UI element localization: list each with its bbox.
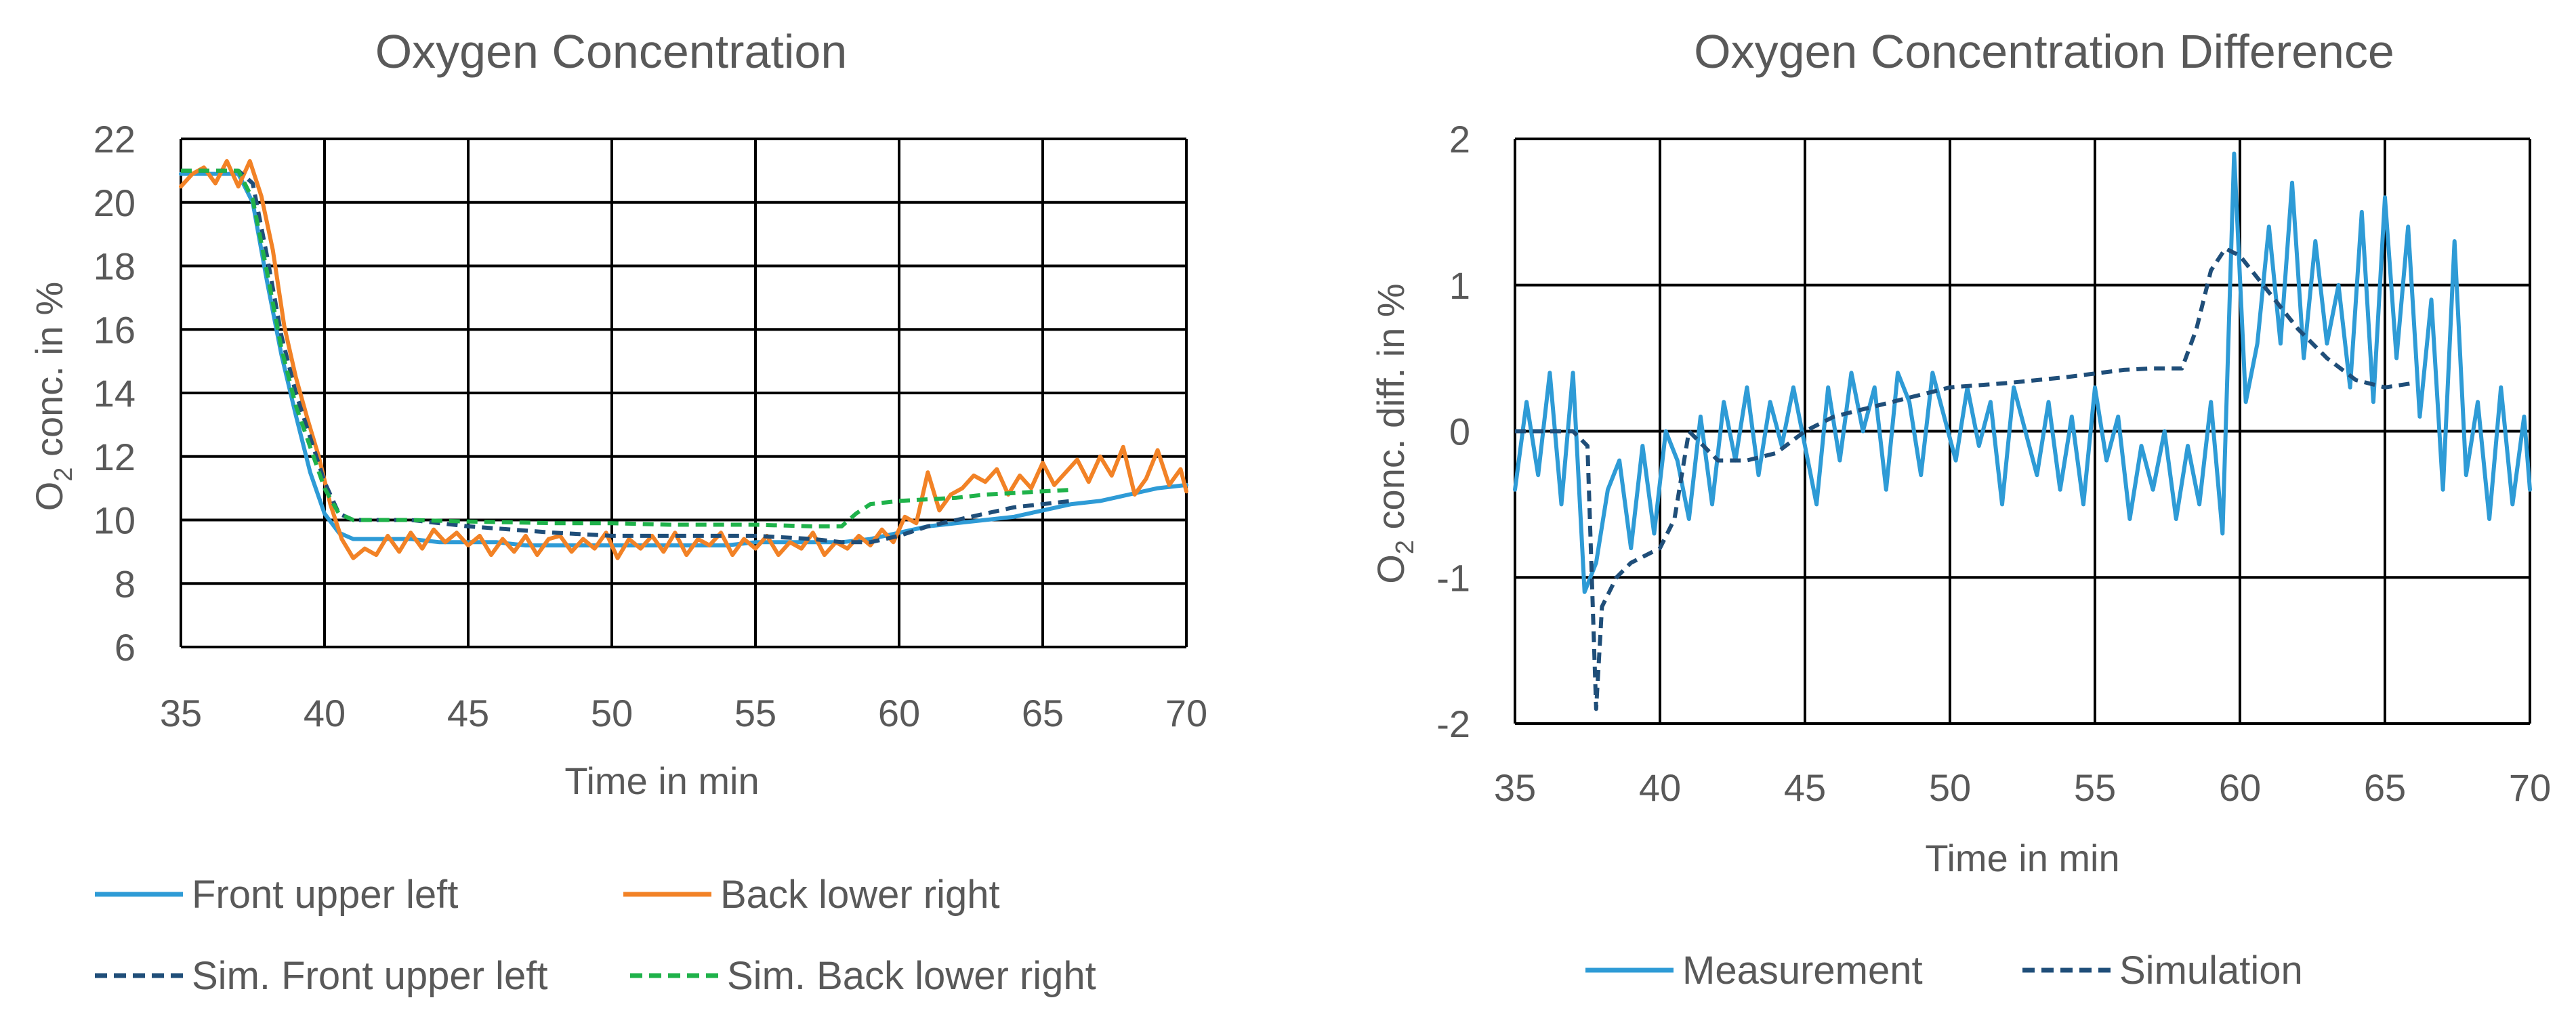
series-line-sim-back-lower-right: [181, 168, 1072, 528]
legend-label: Measurement: [1682, 949, 1923, 993]
legend-item-sim-front-upper-left[interactable]: Sim. Front upper left: [95, 954, 547, 998]
y-tick-label: 22: [94, 118, 136, 161]
y-tick-label: 0: [1449, 411, 1470, 453]
legend-label: Front upper left: [192, 873, 458, 917]
series-line-simulation: [1515, 246, 2415, 711]
plot-series: [179, 159, 1188, 560]
x-tick-label: 60: [878, 692, 920, 734]
y-tick-label: 2: [1449, 118, 1470, 161]
y-tick-label: 20: [94, 182, 136, 224]
legend-item-simulation[interactable]: Simulation: [2022, 949, 2303, 993]
y-axis-label: O2 conc. in %: [28, 282, 78, 512]
legend-label: Sim. Back lower right: [727, 954, 1096, 998]
chart-oxygen-concentration-difference: Oxygen Concentration Difference 35 40 45 50…: [1369, 25, 2551, 993]
x-tick-label: 40: [1639, 766, 1681, 809]
y-tick-label: -1: [1436, 556, 1470, 599]
x-tick-label: 60: [2219, 766, 2261, 809]
x-tick-label: 70: [1165, 692, 1207, 734]
legend-label: Simulation: [2119, 949, 2303, 993]
y-tick-label: 18: [94, 245, 136, 288]
chart-title: Oxygen Concentration: [375, 25, 848, 78]
plot-grid: [180, 138, 1188, 648]
series-line-front-upper-left: [179, 171, 1188, 547]
chart-oxygen-concentration: Oxygen Concentration 35 40 45 50 55 60 65 70 6 8 1…: [28, 25, 1207, 998]
chart-title: Oxygen Concentration Difference: [1694, 25, 2394, 78]
x-axis-label: Time in min: [564, 759, 759, 802]
y-tick-label: 12: [94, 436, 136, 478]
y-axis-label: O2 conc. diff. in %: [1369, 283, 1419, 583]
legend-item-measurement[interactable]: Measurement: [1585, 949, 1923, 993]
y-tick-label: 8: [115, 562, 136, 605]
x-tick-label: 50: [591, 692, 633, 734]
x-tick-label: 45: [447, 692, 489, 734]
series-line-measurement: [1513, 151, 2532, 594]
y-tick-label: 14: [94, 372, 136, 415]
x-tick-label: 35: [1494, 766, 1536, 809]
plot-grid: [1514, 138, 2531, 725]
x-tick-label: 50: [1929, 766, 1971, 809]
axis-ticks: 35 40 45 50 55 60 65 70 6 8 10 12 14 16 18 20 22: [94, 118, 1207, 734]
y-tick-label: 1: [1449, 264, 1470, 307]
y-tick-label: 16: [94, 308, 136, 351]
x-tick-label: 65: [2364, 766, 2406, 809]
x-tick-label: 45: [1784, 766, 1826, 809]
legend-label: Sim. Front upper left: [192, 954, 547, 998]
y-tick-label: -2: [1436, 703, 1470, 745]
y-tick-label: 10: [94, 499, 136, 542]
x-tick-label: 70: [2509, 766, 2551, 809]
legend-label: Back lower right: [720, 873, 1000, 917]
x-tick-label: 40: [304, 692, 346, 734]
legend: Measurement Simulation: [1585, 949, 2303, 993]
x-tick-label: 55: [734, 692, 776, 734]
x-tick-label: 35: [160, 692, 202, 734]
x-axis-label: Time in min: [1925, 837, 2119, 879]
plot-series: [1513, 151, 2532, 711]
x-tick-label: 55: [2074, 766, 2116, 809]
series-line-back-lower-right: [179, 159, 1188, 560]
axis-ticks: 35 40 45 50 55 60 65 70 -2 -1 0 1 2: [1436, 118, 2551, 809]
legend-item-front-upper-left[interactable]: Front upper left: [95, 873, 458, 917]
legend: Front upper left Back lower right Sim. F…: [95, 873, 1096, 998]
y-tick-label: 6: [115, 626, 136, 669]
legend-item-back-lower-right[interactable]: Back lower right: [623, 873, 1000, 917]
x-tick-label: 65: [1022, 692, 1064, 734]
series-line-sim-front-upper-left: [181, 168, 1072, 545]
legend-item-sim-back-lower-right[interactable]: Sim. Back lower right: [630, 954, 1096, 998]
